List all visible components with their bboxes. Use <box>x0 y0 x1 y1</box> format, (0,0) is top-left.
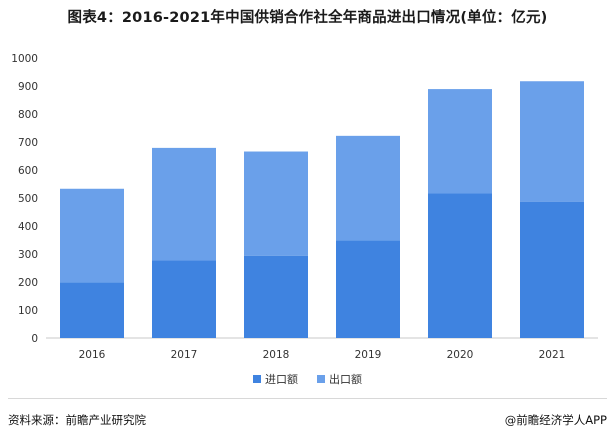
y-tick-label: 100 <box>18 305 38 317</box>
bar-import-2017 <box>152 260 216 338</box>
brand-credit: @前瞻经济学人APP <box>504 413 607 427</box>
bar-import-2018 <box>244 255 308 338</box>
bars <box>60 81 584 338</box>
x-axis: 2016 2017 2018 2019 2020 2021 <box>79 349 566 361</box>
y-tick-label: 800 <box>18 109 38 121</box>
legend: 进口额 出口额 <box>253 372 362 386</box>
legend-swatch <box>253 375 261 383</box>
x-tick-label: 2018 <box>263 349 290 361</box>
y-tick-label: 1000 <box>11 53 38 65</box>
legend-label: 出口额 <box>329 372 362 386</box>
y-tick-label: 500 <box>18 193 38 205</box>
x-tick-label: 2016 <box>79 349 106 361</box>
bar-export-2020 <box>428 89 492 194</box>
x-tick-label: 2020 <box>447 349 474 361</box>
y-tick-label: 300 <box>18 249 38 261</box>
y-tick-label: 0 <box>31 333 38 345</box>
bar-import-2020 <box>428 193 492 338</box>
source-note: 资料来源：前瞻产业研究院 <box>8 413 146 427</box>
footer-divider <box>8 398 607 399</box>
y-tick-label: 400 <box>18 221 38 233</box>
legend-label: 进口额 <box>265 373 298 386</box>
bar-export-2019 <box>336 135 400 241</box>
y-tick-label: 700 <box>18 137 38 149</box>
bar-import-2019 <box>336 240 400 338</box>
bar-export-2018 <box>244 151 308 256</box>
legend-swatch <box>317 375 325 383</box>
x-tick-label: 2019 <box>355 349 382 361</box>
bar-import-2021 <box>520 201 584 338</box>
x-tick-label: 2021 <box>539 349 566 361</box>
y-tick-label: 200 <box>18 277 38 289</box>
y-tick-label: 900 <box>18 81 38 93</box>
bar-export-2021 <box>520 81 584 202</box>
bar-import-2016 <box>60 282 124 338</box>
x-tick-label: 2017 <box>171 349 198 361</box>
chart-title: 图表4：2016-2021年中国供销合作社全年商品进出口情况(单位：亿元) <box>67 10 548 26</box>
bar-export-2017 <box>152 147 216 261</box>
bar-export-2016 <box>60 188 124 283</box>
y-axis: 0 100 200 300 400 500 600 700 800 900 1000 <box>11 53 38 345</box>
y-tick-label: 600 <box>18 165 38 177</box>
